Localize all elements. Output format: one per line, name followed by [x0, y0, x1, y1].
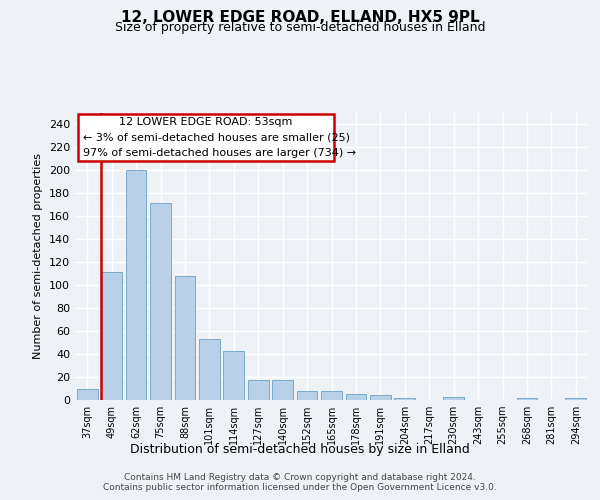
Bar: [394, 398, 415, 400]
Text: ← 3% of semi-detached houses are smaller (25): ← 3% of semi-detached houses are smaller…: [83, 132, 350, 142]
Bar: [565, 398, 586, 400]
Text: 12 LOWER EDGE ROAD: 53sqm: 12 LOWER EDGE ROAD: 53sqm: [119, 117, 293, 127]
Bar: [125, 170, 146, 400]
Bar: [248, 380, 269, 400]
Bar: [296, 391, 317, 400]
Bar: [150, 204, 171, 400]
Text: 12, LOWER EDGE ROAD, ELLAND, HX5 9PL: 12, LOWER EDGE ROAD, ELLAND, HX5 9PL: [121, 10, 479, 25]
Y-axis label: Number of semi-detached properties: Number of semi-detached properties: [34, 153, 43, 359]
Text: Distribution of semi-detached houses by size in Elland: Distribution of semi-detached houses by …: [130, 442, 470, 456]
Text: Contains public sector information licensed under the Open Government Licence v3: Contains public sector information licen…: [103, 484, 497, 492]
Bar: [370, 396, 391, 400]
Text: Contains HM Land Registry data © Crown copyright and database right 2024.: Contains HM Land Registry data © Crown c…: [124, 472, 476, 482]
Bar: [223, 350, 244, 400]
Bar: [443, 396, 464, 400]
Bar: [517, 398, 538, 400]
Bar: [272, 380, 293, 400]
Bar: [77, 388, 98, 400]
Bar: [346, 394, 367, 400]
Bar: [175, 276, 196, 400]
Text: 97% of semi-detached houses are larger (734) →: 97% of semi-detached houses are larger (…: [83, 148, 356, 158]
Bar: [321, 391, 342, 400]
Bar: [101, 272, 122, 400]
Text: Size of property relative to semi-detached houses in Elland: Size of property relative to semi-detach…: [115, 21, 485, 34]
Bar: [199, 339, 220, 400]
FancyBboxPatch shape: [77, 114, 334, 162]
